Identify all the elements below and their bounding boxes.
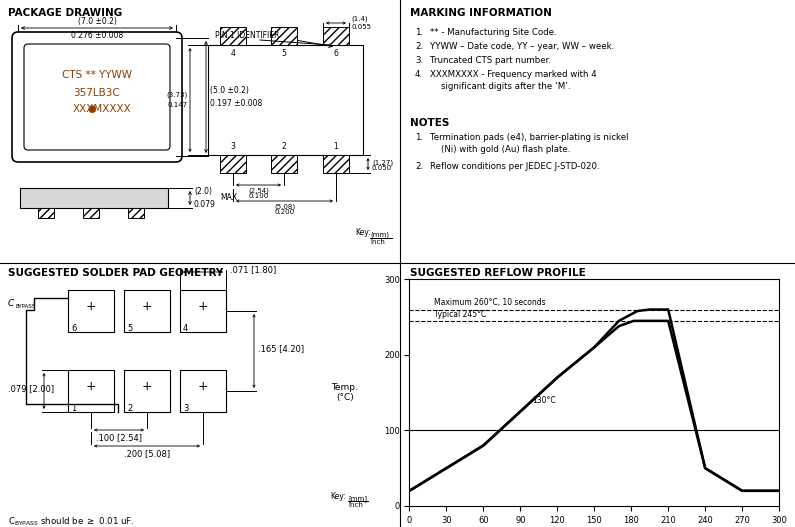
Bar — [38, 208, 54, 218]
Text: 2.: 2. — [415, 162, 423, 171]
Bar — [180, 290, 226, 332]
Text: 3.: 3. — [415, 56, 423, 65]
Text: Inch: Inch — [348, 502, 363, 508]
Text: Typical 245°C: Typical 245°C — [434, 310, 487, 319]
Bar — [271, 27, 297, 45]
Text: 2.: 2. — [415, 42, 423, 51]
Text: YYWW – Date code, YY – year, WW – week.: YYWW – Date code, YY – year, WW – week. — [430, 42, 615, 51]
Text: +: + — [86, 380, 96, 394]
Text: 1.: 1. — [415, 133, 423, 142]
Text: 6: 6 — [334, 49, 339, 58]
Text: Truncated CTS part number.: Truncated CTS part number. — [430, 56, 551, 65]
Text: (mm): (mm) — [370, 232, 389, 239]
Text: +: + — [198, 300, 208, 314]
Text: 0.147: 0.147 — [168, 102, 188, 108]
Text: [mm]: [mm] — [348, 495, 367, 502]
Text: PACKAGE DRAWING: PACKAGE DRAWING — [8, 8, 122, 18]
Text: C: C — [8, 299, 14, 308]
Bar — [323, 155, 349, 173]
Text: 1: 1 — [71, 404, 76, 413]
Text: Termination pads (e4), barrier-plating is nickel: Termination pads (e4), barrier-plating i… — [430, 133, 629, 142]
Text: +: + — [142, 300, 153, 314]
Text: Reflow conditions per JEDEC J-STD-020.: Reflow conditions per JEDEC J-STD-020. — [430, 162, 599, 171]
Bar — [124, 290, 170, 332]
Text: 3: 3 — [183, 404, 188, 413]
Text: SUGGESTED REFLOW PROFILE: SUGGESTED REFLOW PROFILE — [410, 268, 586, 278]
Text: 6: 6 — [71, 324, 76, 333]
Text: 0.050: 0.050 — [372, 165, 392, 171]
Bar — [68, 370, 114, 412]
Text: 4: 4 — [183, 324, 188, 333]
Text: significant digits after the ‘M’.: significant digits after the ‘M’. — [430, 82, 571, 91]
Bar — [124, 370, 170, 412]
Text: 130°C: 130°C — [533, 396, 556, 405]
Text: CTS ** YYWW: CTS ** YYWW — [62, 70, 132, 80]
Bar — [220, 155, 246, 173]
Text: (Ni) with gold (Au) flash plate.: (Ni) with gold (Au) flash plate. — [430, 145, 570, 154]
Text: .165 [4.20]: .165 [4.20] — [258, 345, 304, 354]
Text: ** - Manufacturing Site Code.: ** - Manufacturing Site Code. — [430, 28, 556, 37]
Text: C$_{\mathsf{BYPASS}}$ should be $\geq$ 0.01 uF.: C$_{\mathsf{BYPASS}}$ should be $\geq$ 0… — [8, 516, 134, 527]
Text: 2: 2 — [127, 404, 132, 413]
Text: .079 [2.00]: .079 [2.00] — [8, 385, 54, 394]
Text: XXXMXXXX: XXXMXXXX — [72, 104, 131, 114]
Text: 0.079: 0.079 — [194, 200, 216, 209]
Bar — [220, 27, 246, 45]
Text: +: + — [86, 300, 96, 314]
Text: 357LB3C: 357LB3C — [74, 88, 120, 98]
Bar — [208, 45, 363, 155]
Text: (5.08): (5.08) — [274, 203, 295, 210]
Text: 3: 3 — [231, 142, 235, 151]
Bar — [68, 290, 114, 332]
Bar — [83, 208, 99, 218]
FancyBboxPatch shape — [12, 32, 182, 162]
Text: 4: 4 — [231, 49, 235, 58]
Text: 0.197 ±0.008: 0.197 ±0.008 — [210, 99, 262, 108]
Text: .200 [5.08]: .200 [5.08] — [124, 449, 170, 458]
Y-axis label: Temp.
(°C): Temp. (°C) — [332, 383, 359, 402]
Text: XXXMXXXX - Frequency marked with 4: XXXMXXXX - Frequency marked with 4 — [430, 70, 597, 79]
Text: .071 [1.80]: .071 [1.80] — [230, 266, 276, 275]
Text: 5: 5 — [127, 324, 132, 333]
Text: 2: 2 — [281, 142, 286, 151]
Text: 0.055: 0.055 — [351, 24, 371, 30]
Text: +: + — [142, 380, 153, 394]
FancyBboxPatch shape — [24, 44, 170, 150]
Text: (5.0 ±0.2): (5.0 ±0.2) — [210, 86, 249, 95]
Text: MARKING INFORMATION: MARKING INFORMATION — [410, 8, 552, 18]
Bar — [20, 188, 168, 208]
Text: NOTES: NOTES — [410, 118, 449, 128]
Text: (2.0): (2.0) — [194, 187, 212, 196]
Text: 0.100: 0.100 — [248, 193, 269, 199]
Text: Inch: Inch — [370, 239, 385, 245]
Text: +: + — [198, 380, 208, 394]
Text: SUGGESTED SOLDER PAD GEOMETRY: SUGGESTED SOLDER PAD GEOMETRY — [8, 268, 223, 278]
Text: (1.4): (1.4) — [351, 16, 367, 22]
Text: 0.200: 0.200 — [274, 209, 295, 215]
Text: (3.73): (3.73) — [167, 92, 188, 98]
Text: Key:: Key: — [330, 492, 346, 501]
Text: (2.54): (2.54) — [248, 187, 269, 193]
Bar — [271, 155, 297, 173]
Bar — [128, 208, 144, 218]
Text: (7.0 ±0.2): (7.0 ±0.2) — [78, 17, 116, 26]
Text: PIN 1 IDENTIFIER: PIN 1 IDENTIFIER — [215, 31, 279, 40]
Text: MAX: MAX — [220, 193, 237, 202]
Text: Maximum 260°C, 10 seconds: Maximum 260°C, 10 seconds — [434, 298, 545, 307]
Text: BYPASS: BYPASS — [16, 305, 37, 309]
Text: .100 [2.54]: .100 [2.54] — [96, 433, 142, 442]
Text: ●: ● — [87, 104, 96, 114]
Text: 0.276 ±0.008: 0.276 ±0.008 — [71, 31, 123, 40]
Text: 5: 5 — [281, 49, 286, 58]
Bar — [323, 27, 349, 45]
Text: 1.: 1. — [415, 28, 423, 37]
Text: (1.27): (1.27) — [372, 159, 393, 165]
Text: Key:: Key: — [355, 228, 370, 237]
Text: 4.: 4. — [415, 70, 423, 79]
Bar — [180, 370, 226, 412]
Text: 1: 1 — [334, 142, 339, 151]
